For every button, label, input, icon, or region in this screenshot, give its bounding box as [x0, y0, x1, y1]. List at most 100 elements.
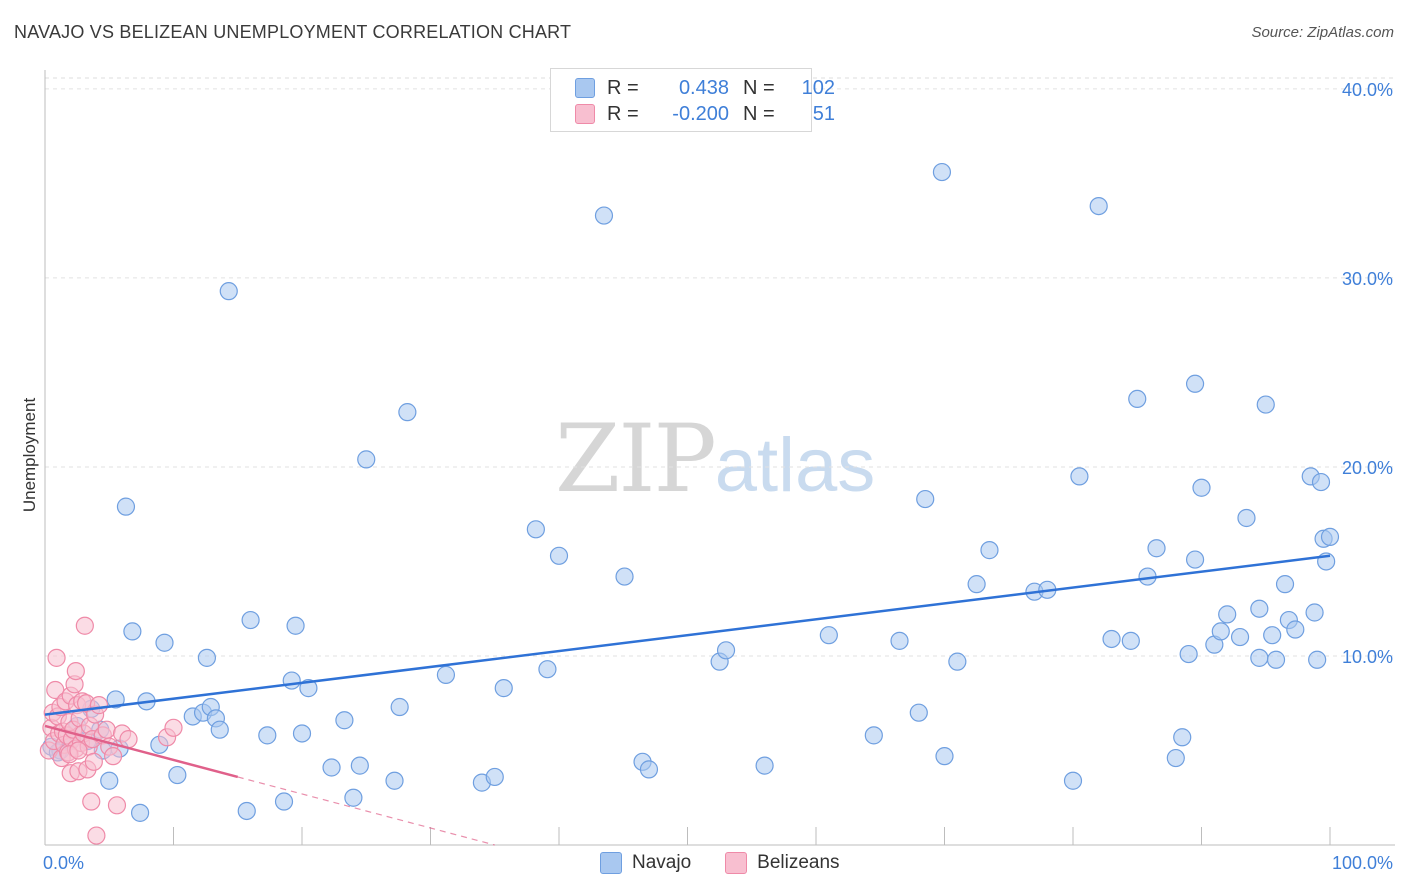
navajo-point — [299, 679, 318, 698]
legend-swatch-navajo — [575, 78, 595, 98]
navajo-point — [980, 541, 999, 560]
legend-n-value: 51 — [812, 102, 835, 125]
navajo-point — [100, 771, 119, 790]
navajo-point — [864, 726, 883, 745]
navajo-point — [1070, 467, 1089, 486]
belizeans-point — [87, 826, 106, 845]
navajo-point — [385, 771, 404, 790]
navajo-point — [436, 665, 456, 684]
legend-row-navajo: R = 0.438 N = 102 — [575, 76, 835, 100]
navajo-point — [1063, 771, 1083, 790]
navajo-point — [1320, 527, 1340, 546]
navajo-point — [909, 703, 928, 722]
belizeans-point — [119, 730, 138, 749]
navajo-point — [1102, 629, 1121, 649]
navajo-point — [1147, 539, 1166, 558]
belizeans-point — [104, 747, 123, 766]
navajo-point — [1185, 374, 1205, 393]
y-tick-label: 10.0% — [1342, 647, 1393, 667]
belizeans-point — [89, 696, 109, 715]
navajo-point — [241, 610, 260, 630]
navajo-point — [130, 803, 150, 822]
navajo-point — [615, 567, 634, 586]
belizeans-point — [97, 720, 116, 739]
navajo-point — [1230, 627, 1250, 647]
navajo-point — [639, 760, 659, 779]
navajo-point — [549, 546, 569, 565]
navajo-point — [1179, 644, 1198, 664]
navajo-point — [274, 792, 294, 811]
navajo-point — [594, 206, 614, 225]
zipatlas-watermark: ZIPatlas — [555, 405, 875, 514]
navajo-point — [967, 575, 986, 594]
navajo-point — [398, 403, 417, 422]
navajo-point — [344, 788, 363, 807]
legend-swatch-belizeans — [575, 104, 595, 124]
watermark-atlas: atlas — [714, 423, 876, 508]
navajo-point — [1250, 599, 1269, 618]
series-legend-belizeans[interactable]: Belizeans — [725, 852, 840, 874]
navajo-point — [237, 801, 256, 821]
x-tick-label-max: 100.0% — [1332, 853, 1393, 873]
source-label: Source: ZipAtlas.com — [1251, 24, 1394, 41]
navajo-point — [335, 711, 354, 730]
belizeans-point — [47, 648, 66, 667]
legend-n-label: N = — [743, 76, 775, 99]
navajo-swatch — [600, 852, 622, 874]
legend-n-label: N = — [743, 102, 775, 125]
navajo-point — [916, 489, 935, 509]
x-tick-label-min: 0.0% — [43, 853, 84, 873]
legend-row-belizeans: R = -0.200 N = 51 — [575, 102, 835, 126]
y-tick-label: 30.0% — [1342, 269, 1393, 289]
navajo-point — [322, 758, 341, 777]
navajo-point — [538, 660, 557, 679]
belizeans-point — [69, 741, 88, 760]
navajo-point — [1218, 605, 1237, 624]
navajo-point — [526, 520, 545, 539]
navajo-point — [123, 622, 142, 641]
navajo-point — [890, 631, 909, 650]
legend-r-value: 0.438 — [678, 76, 729, 99]
navajo-point — [1311, 472, 1331, 492]
legend-r-value: -0.200 — [672, 102, 729, 125]
legend-r-label: R = — [607, 76, 639, 99]
navajo-point — [155, 633, 174, 652]
navajo-point — [282, 671, 301, 690]
navajo-point — [1256, 395, 1275, 414]
navajo-point — [1263, 626, 1282, 645]
navajo-point — [168, 765, 187, 785]
navajo-point — [1192, 478, 1211, 497]
series-legend: Navajo Belizeans — [600, 852, 874, 874]
series-legend-navajo[interactable]: Navajo — [600, 852, 691, 874]
navajo-point — [1305, 603, 1324, 622]
legend-r-label: R = — [607, 102, 639, 125]
navajo-point — [1275, 575, 1295, 594]
navajo-point — [1250, 648, 1269, 667]
navajo-trend-line — [44, 554, 1331, 716]
navajo-point — [106, 690, 125, 709]
navajo-point — [485, 767, 504, 787]
chart-title: NAVAJO VS BELIZEAN UNEMPLOYMENT CORRELAT… — [14, 22, 572, 42]
navajo-point — [819, 626, 838, 645]
navajo-point — [219, 282, 238, 301]
navajo-point — [1166, 748, 1185, 768]
navajo-point — [1121, 631, 1140, 650]
navajo-point — [1266, 650, 1286, 669]
navajo-point — [357, 450, 376, 469]
legend-n-value: 102 — [801, 76, 835, 99]
navajo-point — [1185, 550, 1205, 569]
y-tick-label: 40.0% — [1342, 80, 1393, 100]
navajo-point — [1237, 508, 1256, 528]
belizeans-trend-line — [44, 724, 239, 779]
navajo-point — [932, 162, 952, 182]
correlation-legend: R = 0.438 N = 102 R = -0.200 N = 51 — [550, 68, 835, 132]
navajo-point — [1286, 620, 1305, 639]
belizeans-legend-label: Belizeans — [757, 852, 840, 873]
navajo-point — [1173, 728, 1192, 747]
navajo-point — [935, 747, 954, 766]
navajo-point — [286, 616, 305, 635]
navajo-point — [197, 648, 217, 667]
navajo-point — [210, 720, 229, 739]
belizeans-swatch — [725, 852, 748, 874]
